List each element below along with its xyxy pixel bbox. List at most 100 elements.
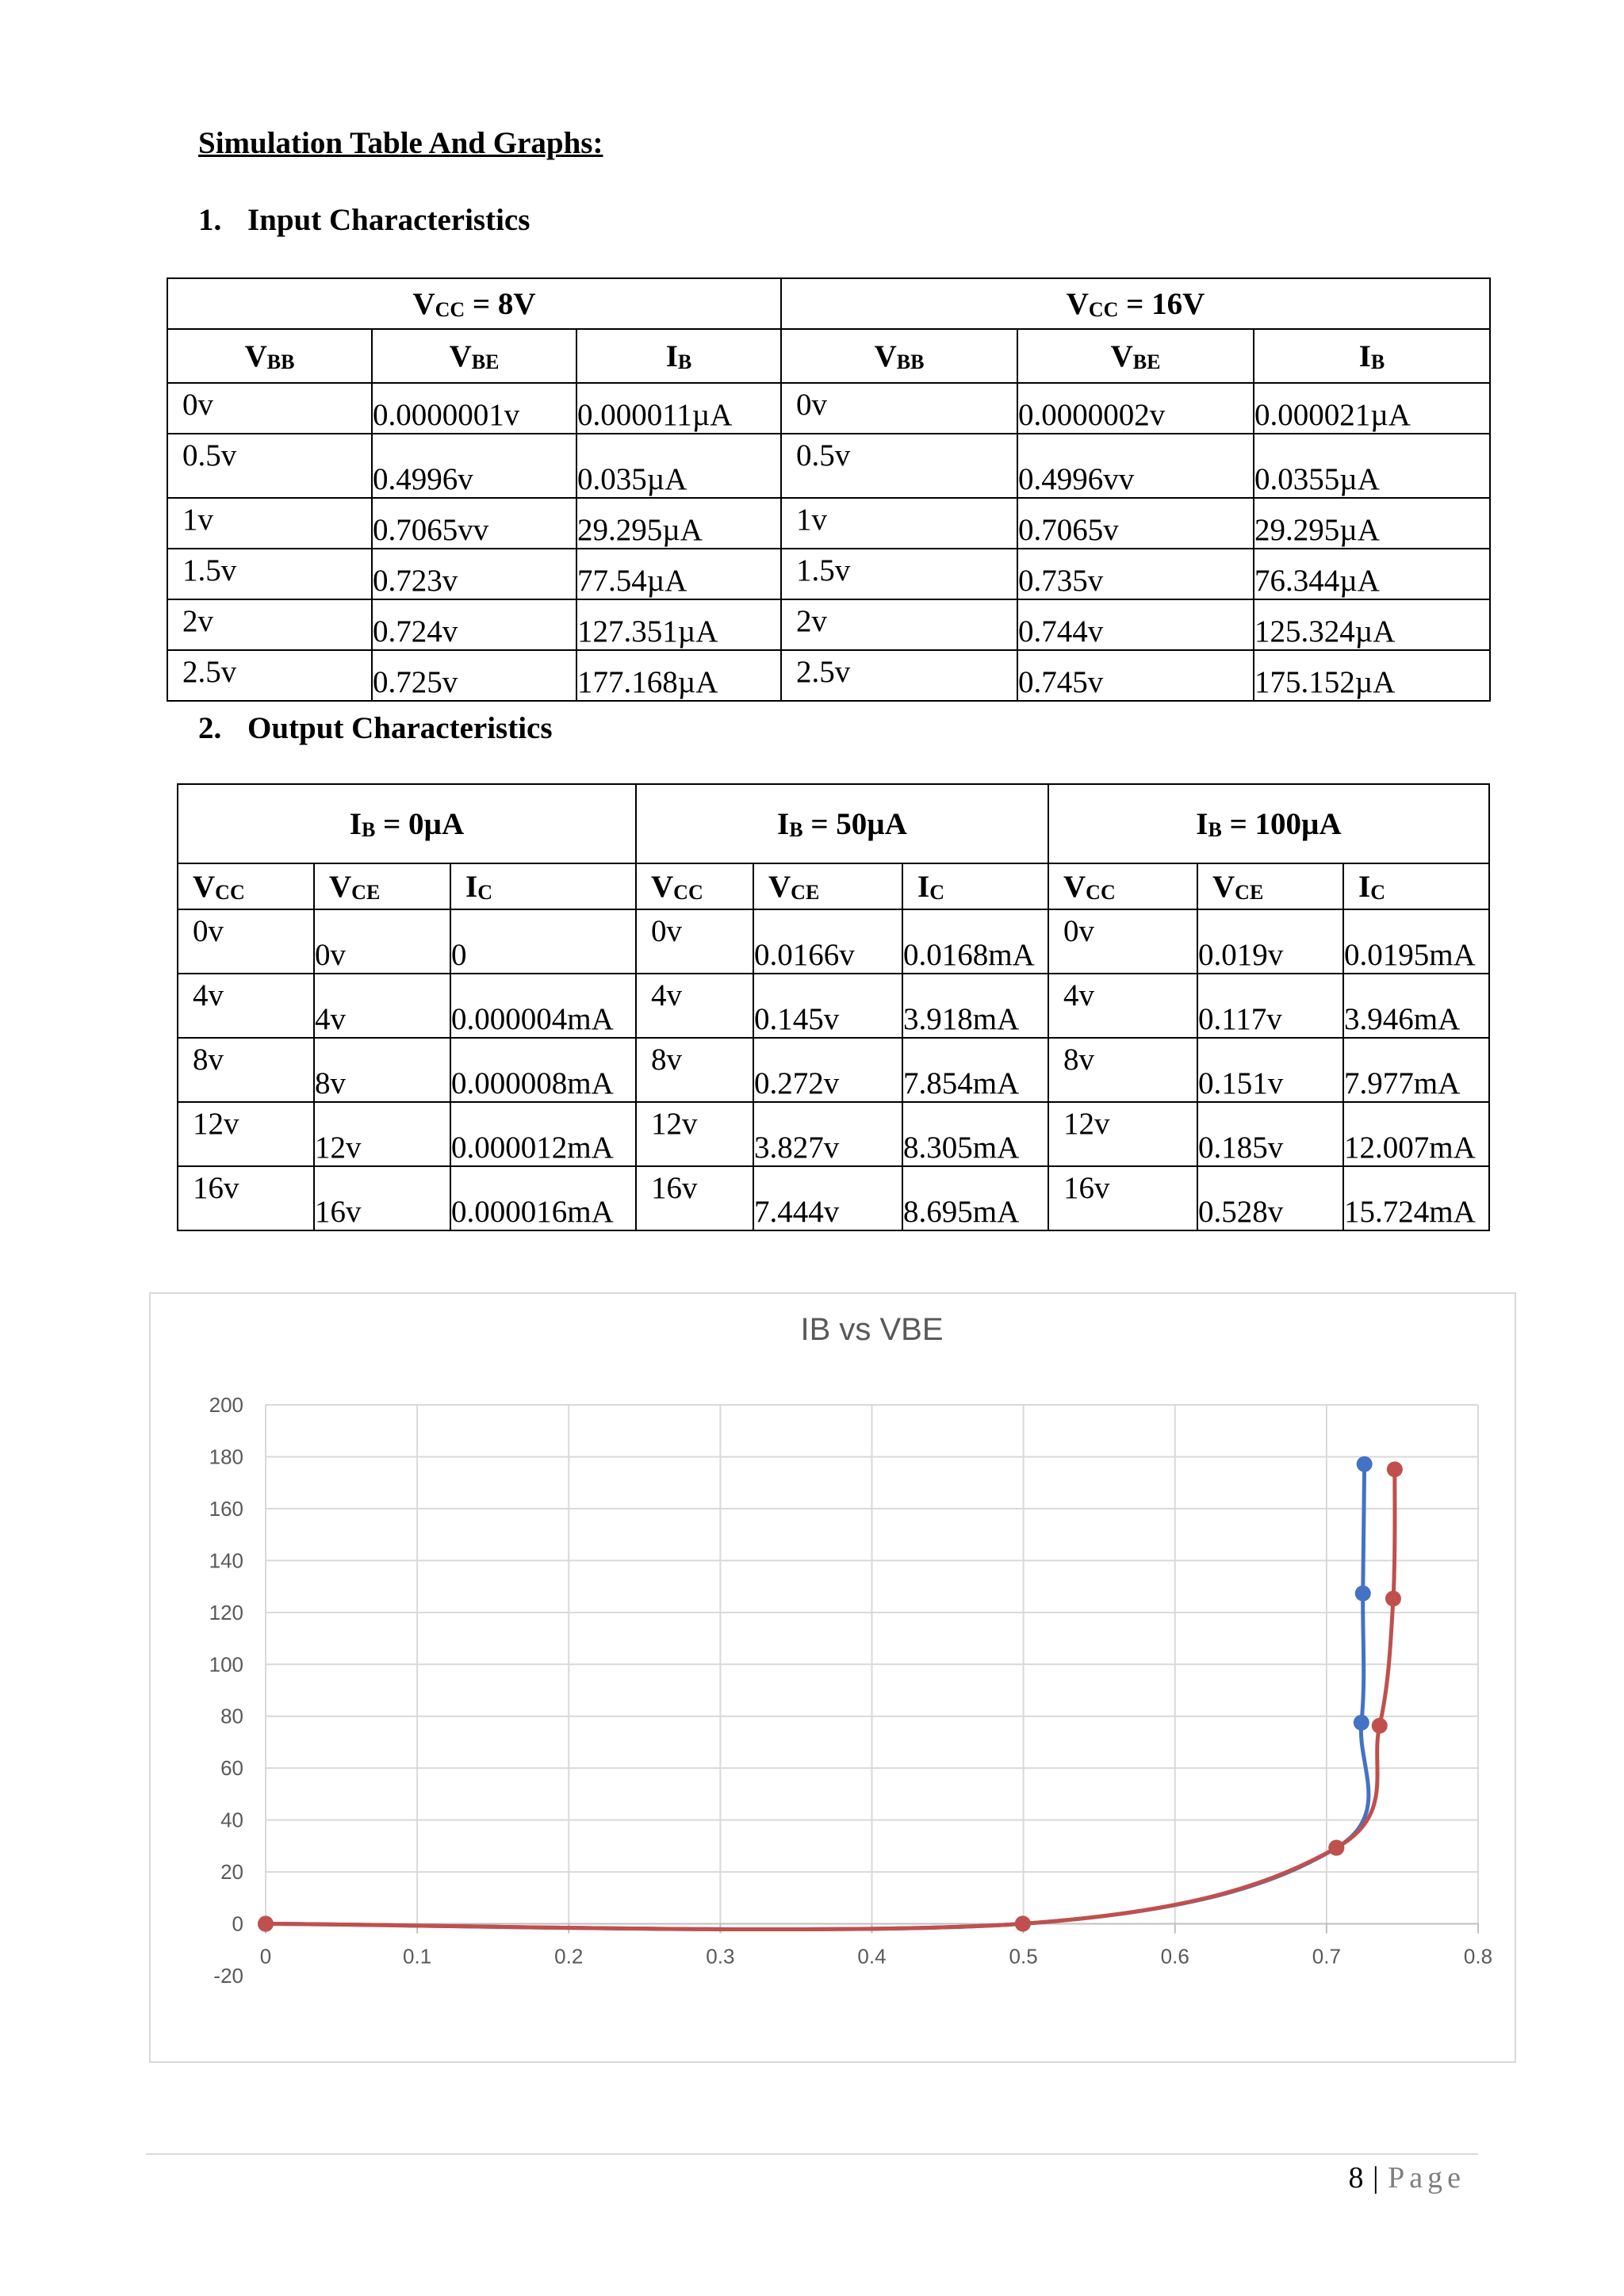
column-header: IC	[450, 863, 637, 910]
symbol: V	[329, 869, 352, 904]
page-heading: Simulation Table And Graphs:	[198, 126, 603, 160]
table-cell: 0	[450, 909, 637, 974]
data-point	[1371, 1717, 1388, 1734]
y-tick-label: 40	[220, 1808, 243, 1832]
symbol: I	[465, 869, 478, 904]
column-header: VCC	[1048, 863, 1198, 910]
group-header: VCC = 16V	[780, 277, 1491, 330]
table-row: 8v 8v 0.000008mA 8v 0.272v 7.854mA 8v 0.151v 7.9…	[177, 1037, 1490, 1103]
input-characteristics-table: VCC = 8V VCC = 16V VBB VBE IB VBB VBE IB 0v 0.000…	[167, 277, 1491, 702]
section-number: 1.	[198, 203, 222, 237]
table-cell: 2.5v	[167, 649, 373, 702]
table-cell: 0.145v	[753, 973, 903, 1039]
subscript: C	[929, 880, 944, 904]
column-header: IC	[1342, 863, 1490, 910]
table-cell: 8.695mA	[902, 1165, 1049, 1231]
ib-vs-vbe-chart: IB vs VBE -20 0 20 40 60 80 100 120 140 160 180 200 0…	[149, 1292, 1516, 2063]
column-header: VCC	[635, 863, 754, 910]
y-tick-label: 200	[209, 1393, 243, 1417]
table-row: 2v 0.724v 127.351µA 2v 0.744v 125.324µA	[167, 599, 1491, 651]
table-cell: 12v	[635, 1101, 754, 1167]
table-cell: 0v	[780, 382, 1018, 434]
page-word: Page	[1388, 2161, 1465, 2195]
subscript: C	[1370, 880, 1385, 904]
table-cell: 3.946mA	[1342, 973, 1490, 1039]
x-tick-label: 0.5	[1009, 1945, 1038, 1969]
table-cell: 0.5v	[780, 433, 1018, 499]
table-cell: 0.185v	[1197, 1101, 1344, 1167]
column-header: VBE	[1017, 328, 1254, 384]
table-cell: 0.000016mA	[450, 1165, 637, 1231]
subscript: C	[477, 880, 492, 904]
data-point	[1328, 1839, 1345, 1856]
table-cell: 12v	[177, 1101, 315, 1167]
table-cell: 0.7065v	[1017, 497, 1254, 549]
symbol: I	[1196, 806, 1208, 841]
table-cell: 12.007mA	[1342, 1101, 1490, 1167]
symbol: V	[412, 286, 435, 321]
table-cell: 0.744v	[1017, 599, 1254, 651]
subscript: CC	[215, 880, 245, 904]
table-cell: 0.0000002v	[1017, 382, 1254, 434]
x-tick-label: 0.7	[1312, 1945, 1341, 1969]
section-title: Input Characteristics	[247, 203, 530, 237]
table-cell: 12v	[1048, 1101, 1198, 1167]
table-cell: 8v	[177, 1037, 315, 1103]
condition: = 100µA	[1221, 806, 1342, 841]
table-row: 1v 0.7065vv 29.295µA 1v 0.7065v 29.295µA	[167, 497, 1491, 549]
subscript: CE	[791, 880, 820, 904]
table-cell: 0.272v	[753, 1037, 903, 1103]
subscript: CC	[673, 880, 703, 904]
table-cell: 0.5v	[167, 433, 373, 499]
table-cell: 16v	[313, 1165, 451, 1231]
table-row: 1.5v 0.723v 77.54µA 1.5v 0.735v 76.344µA	[167, 548, 1491, 600]
column-header: IC	[902, 863, 1049, 910]
table-cell: 0.7065vv	[371, 497, 577, 549]
section-number: 2.	[198, 711, 222, 745]
symbol: V	[1110, 339, 1133, 373]
symbol: V	[651, 869, 674, 904]
series-2	[258, 1461, 1403, 1932]
column-header: IB	[576, 328, 782, 384]
symbol: I	[917, 869, 930, 904]
table-cell: 2.5v	[780, 649, 1018, 702]
table-cell: 8.305mA	[902, 1101, 1049, 1167]
table-cell: 0.0000001v	[371, 382, 577, 434]
subscript: B	[361, 817, 376, 841]
column-header: VCE	[313, 863, 451, 910]
table-cell: 4v	[313, 973, 451, 1039]
subscript: B	[789, 817, 803, 841]
subscript: B	[1208, 817, 1222, 841]
subscript: B	[1370, 350, 1385, 373]
symbol: V	[1063, 869, 1086, 904]
y-tick-label: 120	[209, 1601, 243, 1624]
table-cell: 127.351µA	[576, 599, 782, 651]
section-title: Output Characteristics	[247, 711, 553, 745]
column-header-row: VCC VCE IC VCC VCE IC VCC VCE IC	[177, 863, 1490, 910]
symbol: I	[1358, 339, 1371, 373]
column-header-row: VBB VBE IB VBB VBE IB	[167, 328, 1491, 384]
table-cell: 0v	[177, 909, 315, 974]
symbol: I	[1358, 869, 1371, 904]
table-cell: 0.745v	[1017, 649, 1254, 702]
column-header: VBB	[780, 328, 1018, 384]
symbol: I	[665, 339, 678, 373]
table-cell: 2v	[167, 599, 373, 651]
footer-divider	[146, 2153, 1478, 2155]
table-cell: 0.0166v	[753, 909, 903, 974]
table-cell: 0.723v	[371, 548, 577, 600]
table-cell: 0.735v	[1017, 548, 1254, 600]
symbol: V	[193, 869, 216, 904]
x-tick-label: 0	[260, 1945, 271, 1969]
group-header-row: IB = 0µA IB = 50µA IB = 100µA	[177, 783, 1490, 864]
table-row: 0.5v 0.4996v 0.035µA 0.5v 0.4996vv 0.0355µA	[167, 433, 1491, 499]
x-tick-label: 0.6	[1161, 1945, 1189, 1969]
symbol: V	[768, 869, 791, 904]
table-cell: 2v	[780, 599, 1018, 651]
x-tick-label: 0.1	[403, 1945, 431, 1969]
subscript: B	[677, 350, 692, 373]
table-cell: 16v	[635, 1165, 754, 1231]
symbol: V	[1066, 286, 1089, 321]
table-cell: 0v	[167, 382, 373, 434]
condition: = 0µA	[375, 806, 465, 841]
